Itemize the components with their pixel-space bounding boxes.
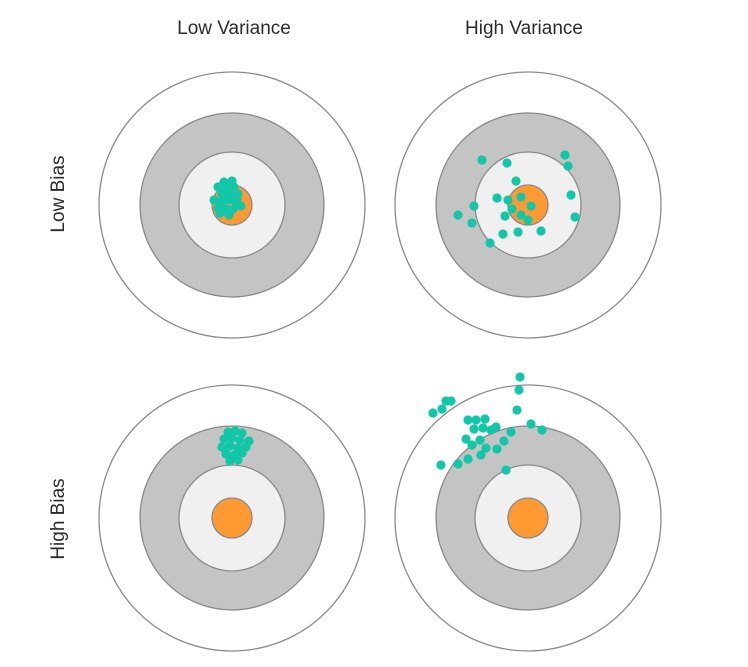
shot-marker [507, 204, 517, 214]
shot-marker [566, 190, 576, 200]
shot-marker [537, 425, 547, 435]
shot-marker [221, 449, 231, 459]
shots-low-bias-low-variance [209, 176, 246, 220]
shot-marker [219, 434, 229, 444]
shot-marker [503, 195, 513, 205]
shot-marker [428, 408, 438, 418]
shot-marker [233, 455, 243, 465]
shot-marker [232, 194, 242, 204]
shot-marker [436, 460, 446, 470]
shot-marker [230, 426, 240, 436]
shot-marker [563, 161, 573, 171]
shot-marker [485, 238, 495, 248]
shot-marker [469, 424, 479, 434]
shot-marker [523, 215, 533, 225]
shot-marker [480, 414, 490, 424]
shots-high-bias-high-variance [428, 372, 547, 475]
shot-marker [514, 385, 524, 395]
shot-marker [506, 427, 516, 437]
shot-marker [481, 443, 491, 453]
shot-marker [516, 192, 526, 202]
shot-marker [453, 459, 463, 469]
shot-marker [498, 229, 508, 239]
shot-marker [513, 227, 523, 237]
shots-high-bias-low-variance [217, 426, 254, 466]
shot-marker [453, 210, 463, 220]
shot-marker [560, 150, 570, 160]
shot-marker [570, 212, 580, 222]
target-high-bias-low-variance [98, 384, 366, 652]
bullseye [211, 497, 253, 539]
shot-marker [515, 372, 525, 382]
shot-marker [471, 415, 481, 425]
shot-marker [477, 155, 487, 165]
shot-marker [526, 419, 536, 429]
shot-marker [235, 435, 245, 445]
shot-marker [516, 210, 526, 220]
shot-marker [225, 456, 235, 466]
shot-marker [511, 176, 521, 186]
shot-marker [491, 422, 501, 432]
shot-marker [223, 195, 233, 205]
shot-marker [467, 440, 477, 450]
shot-marker [437, 404, 447, 414]
shot-marker [526, 201, 536, 211]
shot-marker [492, 193, 502, 203]
shot-marker [217, 442, 227, 452]
bullseye [507, 497, 549, 539]
shot-marker [215, 208, 225, 218]
shot-marker [512, 405, 522, 415]
shot-marker [209, 195, 219, 205]
target-high-bias-high-variance [394, 384, 662, 652]
shot-marker [236, 201, 246, 211]
shot-marker [467, 218, 477, 228]
shot-marker [461, 434, 471, 444]
shot-marker [476, 450, 486, 460]
shot-marker [501, 465, 511, 475]
shot-marker [502, 158, 512, 168]
shot-marker [475, 435, 485, 445]
column-label-low-variance: Low Variance [177, 18, 291, 39]
shot-marker [469, 201, 479, 211]
shot-marker [463, 415, 473, 425]
shot-marker [227, 433, 237, 443]
shot-marker [536, 226, 546, 236]
column-label-high-variance: High Variance [465, 18, 583, 39]
shot-marker [219, 177, 229, 187]
shot-marker [227, 176, 237, 186]
shots-low-bias-high-variance [453, 150, 580, 248]
shot-marker [237, 448, 247, 458]
shot-marker [500, 211, 510, 221]
shot-marker [492, 444, 502, 454]
shot-marker [463, 454, 473, 464]
shot-marker [237, 428, 247, 438]
shot-marker [499, 436, 509, 446]
shot-marker [225, 441, 235, 451]
shot-marker [224, 210, 234, 220]
shot-marker [478, 423, 488, 433]
shot-marker [217, 189, 227, 199]
shot-marker [446, 396, 456, 406]
